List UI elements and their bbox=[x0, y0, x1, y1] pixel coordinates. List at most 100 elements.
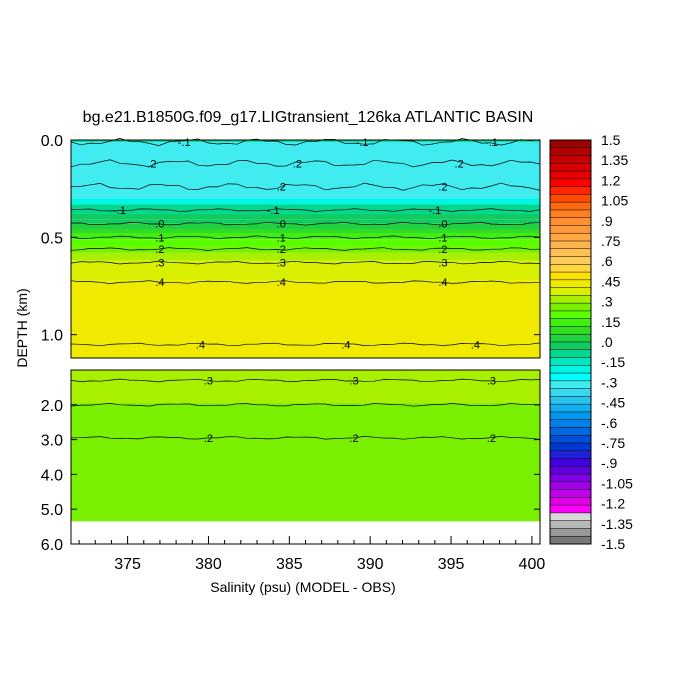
colorbar-label: 1.2 bbox=[601, 172, 621, 188]
y-tick-label: 1.0 bbox=[41, 328, 63, 345]
colorbar-box bbox=[550, 248, 591, 257]
y-tick-label: 0.0 bbox=[41, 133, 63, 150]
colorbar-box bbox=[550, 342, 591, 351]
chart-title: bg.e21.B1850G.f09_g17.LIGtransient_126ka… bbox=[83, 109, 534, 126]
y-tick-label: 5.0 bbox=[41, 502, 63, 519]
contour-label: .0 bbox=[277, 219, 286, 231]
colorbar-label: 1.35 bbox=[601, 152, 628, 168]
contour-label: -.1 bbox=[113, 205, 126, 217]
colorbar-box bbox=[550, 318, 591, 327]
colorbar-box bbox=[550, 443, 591, 452]
contour-label: .2 bbox=[455, 158, 464, 170]
colorbar-label: -.9 bbox=[601, 455, 618, 471]
contour-label: .3 bbox=[487, 375, 496, 387]
colorbar-box bbox=[550, 202, 591, 211]
colorbar-box bbox=[550, 147, 591, 156]
colorbar-label: .45 bbox=[601, 273, 621, 289]
colorbar-label: 1.5 bbox=[601, 132, 621, 148]
colorbar-box bbox=[550, 435, 591, 444]
contour-label: .2 bbox=[204, 433, 213, 445]
colorbar-box bbox=[550, 427, 591, 436]
contour-band bbox=[71, 239, 540, 248]
colorbar-label: -.45 bbox=[601, 395, 625, 411]
colorbar-label: -.6 bbox=[601, 415, 618, 431]
colorbar-box bbox=[550, 458, 591, 467]
x-axis-label: Salinity (psu) (MODEL - OBS) bbox=[210, 579, 395, 595]
colorbar-box bbox=[550, 295, 591, 304]
colorbar-box bbox=[550, 140, 591, 149]
colorbar-label: .6 bbox=[601, 253, 613, 269]
contour-label: .3 bbox=[155, 258, 164, 270]
colorbar-box bbox=[550, 528, 591, 537]
contour-band bbox=[71, 223, 540, 230]
colorbar-box bbox=[550, 310, 591, 319]
colorbar-label: -.15 bbox=[601, 354, 625, 370]
contour-line bbox=[70, 378, 541, 383]
contour-band bbox=[71, 403, 540, 522]
contour-label: .3 bbox=[204, 375, 213, 387]
colorbar-box bbox=[550, 489, 591, 498]
contour-band bbox=[71, 213, 540, 220]
contour-line bbox=[70, 235, 541, 240]
contour-band bbox=[71, 233, 540, 240]
colorbar-label: -1.05 bbox=[601, 475, 633, 491]
lower-panel: .3 .3 .3 .2 .2 .2 2.0 3.0 4.0 5.0 6.0 bbox=[41, 369, 541, 554]
contour-label: .4 bbox=[277, 277, 286, 289]
contour-line bbox=[70, 403, 541, 407]
colorbar-box bbox=[550, 536, 591, 545]
x-tick-label: 390 bbox=[357, 556, 384, 573]
colorbar-box bbox=[550, 380, 591, 389]
colorbar-box bbox=[550, 481, 591, 490]
panel-frame bbox=[70, 139, 541, 359]
contour-band bbox=[71, 204, 540, 214]
x-tick-label: 380 bbox=[195, 556, 222, 573]
colorbar-label: -.3 bbox=[601, 374, 618, 390]
contour-line bbox=[70, 260, 541, 265]
colorbar-label: .75 bbox=[601, 233, 621, 249]
contour-label: .2 bbox=[438, 182, 447, 194]
colorbar-box bbox=[550, 326, 591, 335]
contour-band bbox=[71, 370, 540, 404]
contour-line bbox=[70, 342, 541, 347]
y-tick-label: 6.0 bbox=[41, 537, 63, 554]
contour-line bbox=[70, 436, 541, 440]
colorbar-box bbox=[550, 272, 591, 281]
contour-band bbox=[71, 252, 540, 261]
y-tick-label: 2.0 bbox=[41, 398, 63, 415]
contour-label: .4 bbox=[341, 339, 350, 351]
contour-line bbox=[70, 138, 541, 146]
colorbar-box bbox=[550, 178, 591, 187]
colorbar-label: .15 bbox=[601, 314, 621, 330]
colorbar-box bbox=[550, 163, 591, 172]
contour-label: .3 bbox=[438, 258, 447, 270]
y-tick-label: 0.5 bbox=[41, 230, 63, 247]
colorbar-box bbox=[550, 217, 591, 226]
x-axis: 375 380 385 390 395 400 bbox=[78, 536, 545, 573]
contour-line bbox=[70, 280, 541, 284]
contour-label: .4 bbox=[438, 277, 447, 289]
contour-label: .4 bbox=[196, 339, 205, 351]
colorbar-label: -1.2 bbox=[601, 496, 625, 512]
colorbar-box bbox=[550, 225, 591, 234]
contour-label: .2 bbox=[277, 244, 286, 256]
colorbar-box bbox=[550, 233, 591, 242]
contour-line bbox=[70, 159, 541, 168]
colorbar-box bbox=[550, 171, 591, 180]
contour-band bbox=[71, 229, 540, 234]
contour-line bbox=[70, 208, 541, 212]
colorbar-box bbox=[550, 241, 591, 250]
contour-label: -.1 bbox=[485, 137, 498, 149]
contour-label: .2 bbox=[487, 433, 496, 445]
contour-label: .1 bbox=[155, 232, 164, 244]
colorbar-box bbox=[550, 303, 591, 312]
colorbar-box bbox=[550, 396, 591, 405]
colorbar-box bbox=[550, 186, 591, 195]
contour-band bbox=[71, 219, 540, 224]
colorbar-box bbox=[550, 450, 591, 459]
colorbar-box bbox=[550, 357, 591, 366]
contour-label: -.1 bbox=[356, 137, 369, 149]
colorbar-label: 1.05 bbox=[601, 193, 628, 209]
contour-label: .2 bbox=[349, 433, 358, 445]
contour-label: .1 bbox=[438, 232, 447, 244]
